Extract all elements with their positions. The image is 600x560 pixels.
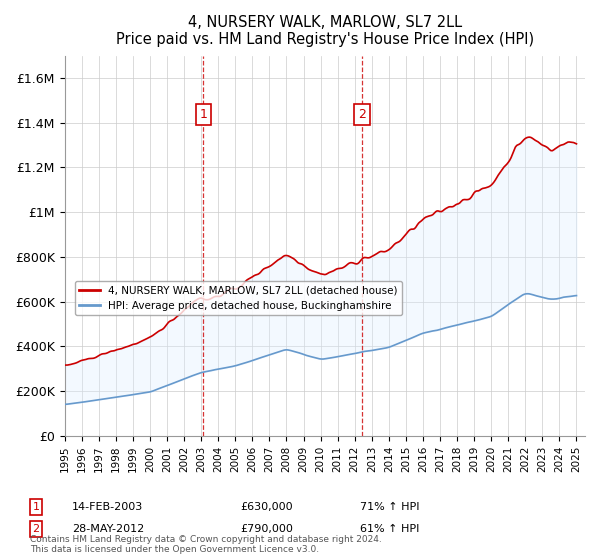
Text: 71% ↑ HPI: 71% ↑ HPI	[360, 502, 419, 512]
Text: 1: 1	[199, 108, 207, 121]
Text: 14-FEB-2003: 14-FEB-2003	[72, 502, 143, 512]
Text: £790,000: £790,000	[240, 524, 293, 534]
Text: 2: 2	[358, 108, 366, 121]
Text: £630,000: £630,000	[240, 502, 293, 512]
Text: 2: 2	[32, 524, 40, 534]
Text: Contains HM Land Registry data © Crown copyright and database right 2024.
This d: Contains HM Land Registry data © Crown c…	[30, 535, 382, 554]
Text: 28-MAY-2012: 28-MAY-2012	[72, 524, 144, 534]
Legend: 4, NURSERY WALK, MARLOW, SL7 2LL (detached house), HPI: Average price, detached : 4, NURSERY WALK, MARLOW, SL7 2LL (detach…	[75, 281, 402, 315]
Title: 4, NURSERY WALK, MARLOW, SL7 2LL
Price paid vs. HM Land Registry's House Price I: 4, NURSERY WALK, MARLOW, SL7 2LL Price p…	[116, 15, 534, 48]
Text: 1: 1	[32, 502, 40, 512]
Text: 61% ↑ HPI: 61% ↑ HPI	[360, 524, 419, 534]
